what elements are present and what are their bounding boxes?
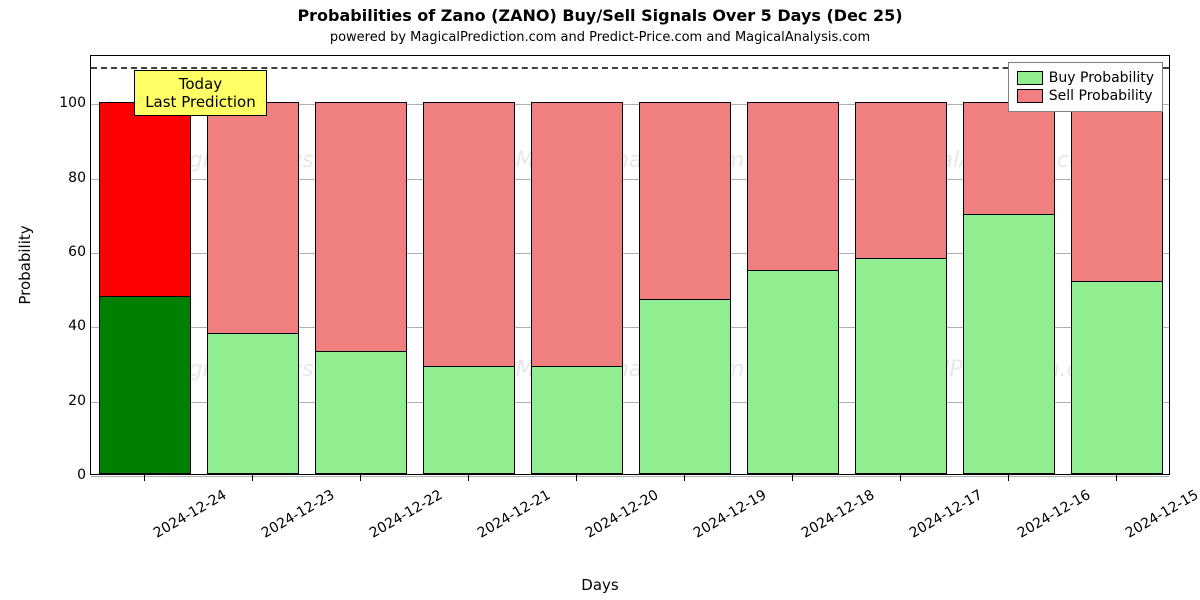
x-axis-ticks: 2024-12-24 2024-12-23 2024-12-22 2024-12-21… [90,475,1170,575]
bar-buy [207,333,299,474]
x-tick-label: 2024-12-18 [799,487,877,542]
x-tick-label: 2024-12-20 [583,487,661,542]
bar-group [531,54,623,474]
bar-sell [639,102,731,299]
bars-layer [91,56,1169,474]
chart-subtitle: powered by MagicalPrediction.com and Pre… [0,30,1200,45]
y-axis-label: Probability [16,225,34,304]
x-tick-label: 2024-12-24 [151,487,229,542]
bar-sell [531,102,623,366]
y-tick-label: 0 [52,467,86,483]
legend-swatch [1017,89,1043,103]
today-line2: Last Prediction [145,93,256,111]
bar-buy [423,366,515,474]
legend-swatch [1017,71,1043,85]
x-tick-label: 2024-12-22 [367,487,445,542]
bar-sell [855,102,947,258]
x-tick-label: 2024-12-19 [691,487,769,542]
today-annotation: Today Last Prediction [134,70,267,116]
bar-sell [747,102,839,269]
bar-buy [639,299,731,474]
bar-group [99,54,191,474]
bar-buy [747,270,839,474]
bar-buy [531,366,623,474]
bar-group [423,54,515,474]
x-tick-label: 2024-12-23 [259,487,337,542]
bar-sell [207,102,299,332]
legend-item: Sell Probability [1017,88,1154,104]
legend-item: Buy Probability [1017,70,1154,86]
legend-label: Buy Probability [1049,70,1154,86]
bar-group [315,54,407,474]
chart-container: Probabilities of Zano (ZANO) Buy/Sell Si… [0,0,1200,600]
x-tick-label: 2024-12-17 [907,487,985,542]
y-tick-label: 40 [52,318,86,334]
bar-group [207,54,299,474]
plot-area: MagicalAnalysis.com MagicalAnalysis.com … [90,55,1170,475]
x-tick-label: 2024-12-21 [475,487,553,542]
today-line1: Today [145,75,256,93]
y-tick-label: 60 [52,244,86,260]
bar-group [639,54,731,474]
bar-buy [963,214,1055,474]
bar-sell [423,102,515,366]
bar-group [747,54,839,474]
bar-group [963,54,1055,474]
bar-buy [99,296,191,474]
bar-group [1071,54,1163,474]
x-tick-label: 2024-12-15 [1123,487,1200,542]
y-tick-label: 20 [52,393,86,409]
bar-sell [963,102,1055,214]
x-axis-label: Days [0,576,1200,594]
bar-buy [855,258,947,474]
legend-label: Sell Probability [1049,88,1153,104]
y-tick-label: 80 [52,170,86,186]
y-axis-ticks: 020406080100 [52,55,86,475]
bar-buy [1071,281,1163,474]
chart-title: Probabilities of Zano (ZANO) Buy/Sell Si… [0,6,1200,25]
bar-group [855,54,947,474]
x-tick-label: 2024-12-16 [1015,487,1093,542]
bar-buy [315,351,407,474]
bar-sell [315,102,407,351]
bar-sell [99,102,191,295]
legend: Buy Probability Sell Probability [1008,62,1163,112]
bar-sell [1071,102,1163,280]
y-tick-label: 100 [52,95,86,111]
